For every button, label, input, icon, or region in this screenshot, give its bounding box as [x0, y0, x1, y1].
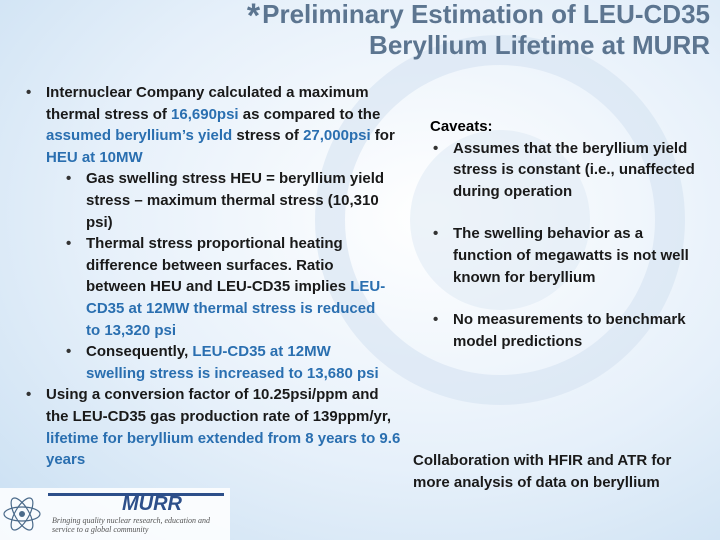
text-run: 16,690psi: [171, 105, 239, 123]
bullet-item: Thermal stress proportional heating diff…: [66, 233, 391, 341]
caveats: Caveats: Assumes that the beryllium yiel…: [430, 116, 700, 373]
text-run: assumed beryllium’s yield: [46, 127, 233, 145]
logo: MURR Bringing quality nuclear research, …: [0, 488, 230, 540]
title-mark: *: [246, 0, 261, 35]
text-run: Using a conversion factor of 10.25psi/pp…: [46, 386, 392, 425]
title-text: Preliminary Estimation of LEU-CD35 Beryl…: [262, 0, 710, 60]
text-run: stress of: [232, 127, 304, 145]
collaboration: Collaboration with HFIR and ATR for more…: [413, 452, 672, 491]
bullet-item: Using a conversion factor of 10.25psi/pp…: [26, 384, 401, 470]
caveat-item: The swelling behavior as a function of m…: [433, 223, 700, 288]
text-run: Internuclear Company calculated a maximu…: [46, 84, 369, 123]
text-run: LEU-CD35 at 12MW thermal stress is reduc…: [86, 278, 386, 339]
text-run: 27,000psi: [303, 127, 371, 145]
bullet-item: Consequently, LEU-CD35 at 12MW swelling …: [66, 341, 391, 384]
logo-name: MURR: [122, 493, 183, 515]
title: *Preliminary Estimation of LEU-CD35 Bery…: [150, 0, 710, 60]
text-run: lifetime for beryllium extended from 8 y…: [46, 429, 401, 469]
text-run: for: [370, 127, 395, 145]
text-run: Thermal stress proportional heating diff…: [86, 235, 351, 296]
bullet-item: Gas swelling stress HEU = beryllium yiel…: [66, 168, 391, 233]
text-run: LEU-CD35 at 12MW swelling stress is incr…: [86, 343, 379, 382]
text-run: Gas swelling stress HEU = beryllium yiel…: [86, 170, 385, 231]
text-run: as compared to the: [238, 105, 381, 123]
text-run: Consequently,: [86, 343, 193, 361]
caveat-item: No measurements to benchmark model predi…: [433, 309, 700, 352]
text-run: HEU at 10MW: [46, 148, 143, 166]
logo-tagline: Bringing quality nuclear research, educa…: [52, 516, 211, 534]
bullet-item: Internuclear Company calculated a maximu…: [26, 82, 401, 168]
caveat-item: Assumes that the beryllium yield stress …: [433, 138, 700, 203]
caveats-heading: Caveats:: [430, 118, 493, 135]
left-column: Internuclear Company calculated a maximu…: [26, 82, 406, 471]
